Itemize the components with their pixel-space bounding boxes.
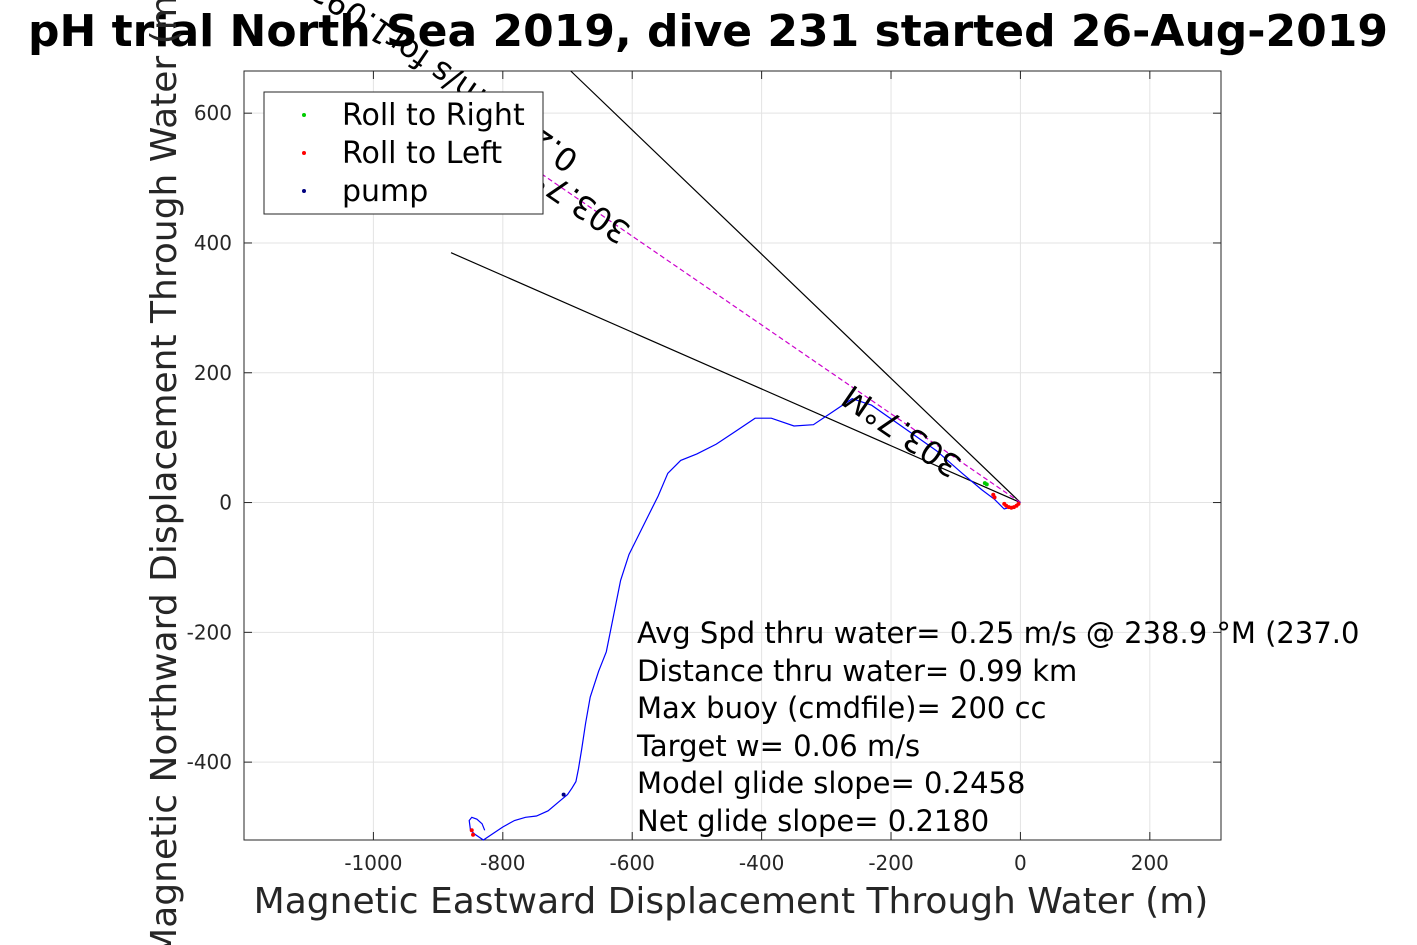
dive-stats: Avg Spd thru water= 0.25 m/s @ 238.9 °M …: [636, 616, 1359, 838]
track-markers: [469, 481, 1021, 837]
legend-label-pump: pump: [342, 174, 428, 209]
x-tick-label: -200: [868, 851, 913, 875]
stat-max-buoy: Max buoy (cmdfile)= 200 cc: [637, 691, 1046, 725]
legend-marker-roll-left: [302, 151, 306, 155]
heading-annotation: 303.7°M: [835, 377, 968, 485]
x-tick-label: -600: [610, 851, 655, 875]
stat-avg-speed: Avg Spd thru water= 0.25 m/s @ 238.9 °M …: [637, 616, 1359, 650]
legend-marker-pump: [302, 189, 306, 193]
roll-left-point: [469, 828, 474, 833]
stat-net-glide-slope: Net glide slope= 0.2180: [637, 804, 989, 838]
x-tick-label: 0: [1014, 851, 1027, 875]
axis-ticks: -1000 -800 -600 -400 -200 0 200 -400 -200 0 200 400…: [187, 71, 1221, 875]
track-line: [468, 398, 1021, 841]
plot-frame: [243, 70, 1222, 841]
y-tick-label: -200: [187, 620, 232, 644]
stat-model-glide-slope: Model glide slope= 0.2458: [637, 766, 1025, 800]
x-axis-label: Magnetic Eastward Displacement Through W…: [254, 881, 1209, 922]
roll-left-point: [1002, 501, 1007, 506]
x-tick-label: -400: [739, 851, 784, 875]
legend-label-roll-right: Roll to Right: [342, 98, 525, 133]
x-tick-label: 200: [1131, 851, 1169, 875]
heading-guide-lines: [450, 70, 1021, 504]
y-axis-label: Magnetic Northward Displacement Through …: [144, 0, 185, 945]
y-tick-label: 400: [194, 231, 232, 255]
y-tick-label: 600: [194, 101, 232, 125]
roll-right-point: [984, 482, 989, 487]
roll-left-point: [992, 495, 997, 500]
heading-guide-line: [450, 252, 1021, 504]
grid-lines: [244, 71, 1221, 840]
legend: Roll to Right Roll to Left pump: [263, 91, 544, 215]
y-tick-label: -400: [187, 750, 232, 774]
x-tick-label: -1000: [344, 851, 402, 875]
stat-target-w: Target w= 0.06 m/s: [636, 729, 920, 763]
legend-marker-roll-right: [302, 113, 306, 117]
roll-left-point: [471, 832, 476, 837]
heading-guide-line: [528, 164, 1021, 504]
x-tick-label: -800: [480, 851, 525, 875]
pump-point: [561, 792, 566, 797]
y-tick-label: 200: [194, 361, 232, 385]
y-tick-label: 0: [219, 491, 232, 515]
legend-box: [263, 91, 544, 215]
stat-distance: Distance thru water= 0.99 km: [637, 654, 1077, 688]
chart-title: pH trial North Sea 2019, dive 231 starte…: [28, 6, 1388, 57]
heading-guide-line: [570, 70, 1021, 503]
legend-label-roll-left: Roll to Left: [342, 136, 502, 171]
